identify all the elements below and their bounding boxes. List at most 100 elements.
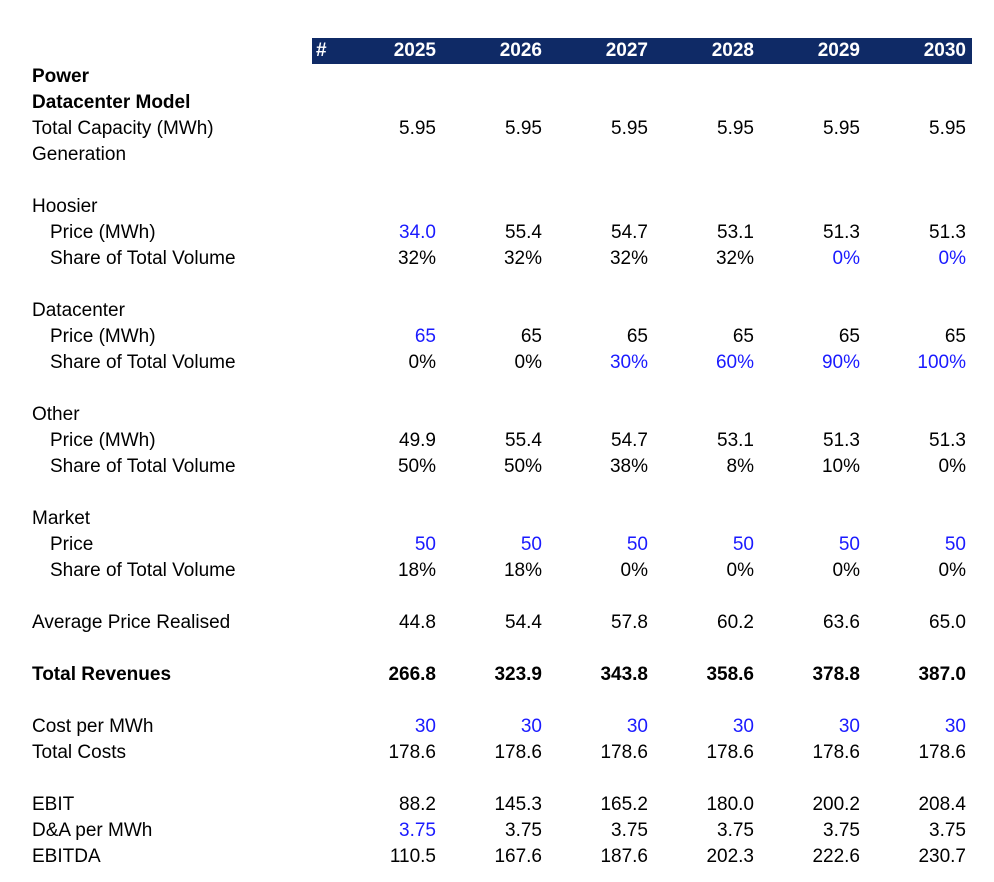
header-year-2026[interactable]: 2026 xyxy=(499,40,542,61)
hoosier-share-label[interactable]: Share of Total Volume xyxy=(50,248,236,269)
average-price-2025[interactable]: 44.8 xyxy=(399,612,436,633)
hoosier-price-2029[interactable]: 51.3 xyxy=(823,222,860,243)
other-price-2029[interactable]: 51.3 xyxy=(823,430,860,451)
da-per-mwh-2030[interactable]: 3.75 xyxy=(929,820,966,841)
cost-per-mwh-2030[interactable]: 30 xyxy=(944,716,966,737)
market-share-label[interactable]: Share of Total Volume xyxy=(50,560,236,581)
hoosier-price-2030[interactable]: 51.3 xyxy=(929,222,966,243)
datacenter-price-label[interactable]: Price (MWh) xyxy=(50,326,156,347)
section-power[interactable]: Power xyxy=(32,66,90,87)
other-share-label[interactable]: Share of Total Volume xyxy=(50,456,236,477)
header-year-2030[interactable]: 2030 xyxy=(923,40,966,61)
market-price-label[interactable]: Price xyxy=(50,534,94,555)
market-price-2027[interactable]: 50 xyxy=(626,534,648,555)
ebit-2029[interactable]: 200.2 xyxy=(812,794,860,815)
header-year-2027[interactable]: 2027 xyxy=(605,40,648,61)
hoosier-price-2027[interactable]: 54.7 xyxy=(611,222,648,243)
total-revenues-label[interactable]: Total Revenues xyxy=(32,664,172,685)
other-share-2026[interactable]: 50% xyxy=(503,456,542,477)
datacenter-price-2026[interactable]: 65 xyxy=(520,326,542,347)
header-hash[interactable]: # xyxy=(316,40,327,61)
market-price-2026[interactable]: 50 xyxy=(520,534,542,555)
total-capacity-2027[interactable]: 5.95 xyxy=(611,118,648,139)
other-title[interactable]: Other xyxy=(32,404,80,425)
hoosier-price-2025[interactable]: 34.0 xyxy=(399,222,436,243)
ebitda-2027[interactable]: 187.6 xyxy=(600,846,648,867)
datacenter-price-2030[interactable]: 65 xyxy=(944,326,966,347)
market-share-2027[interactable]: 0% xyxy=(620,560,648,581)
datacenter-price-2028[interactable]: 65 xyxy=(732,326,754,347)
average-price-2027[interactable]: 57.8 xyxy=(611,612,648,633)
hoosier-price-2026[interactable]: 55.4 xyxy=(505,222,542,243)
total-revenues-2030[interactable]: 387.0 xyxy=(918,664,966,685)
header-year-2029[interactable]: 2029 xyxy=(817,40,860,61)
header-year-2028[interactable]: 2028 xyxy=(711,40,754,61)
da-per-mwh-2026[interactable]: 3.75 xyxy=(505,820,542,841)
cost-per-mwh-2029[interactable]: 30 xyxy=(838,716,860,737)
market-share-2029[interactable]: 0% xyxy=(832,560,860,581)
average-price-2029[interactable]: 63.6 xyxy=(823,612,860,633)
total-costs-2027[interactable]: 178.6 xyxy=(600,742,648,763)
total-costs-2030[interactable]: 178.6 xyxy=(918,742,966,763)
market-price-2029[interactable]: 50 xyxy=(838,534,860,555)
other-price-2025[interactable]: 49.9 xyxy=(399,430,436,451)
total-revenues-2026[interactable]: 323.9 xyxy=(494,664,542,685)
generation-label[interactable]: Generation xyxy=(32,144,127,165)
total-capacity-2029[interactable]: 5.95 xyxy=(823,118,860,139)
market-price-2030[interactable]: 50 xyxy=(944,534,966,555)
total-capacity-2028[interactable]: 5.95 xyxy=(717,118,754,139)
ebit-2030[interactable]: 208.4 xyxy=(918,794,966,815)
other-share-2030[interactable]: 0% xyxy=(938,456,966,477)
total-costs-2028[interactable]: 178.6 xyxy=(706,742,754,763)
ebit-label[interactable]: EBIT xyxy=(32,794,75,815)
total-revenues-2029[interactable]: 378.8 xyxy=(812,664,860,685)
hoosier-share-2029[interactable]: 0% xyxy=(832,248,860,269)
datacenter-price-2029[interactable]: 65 xyxy=(838,326,860,347)
total-capacity-2030[interactable]: 5.95 xyxy=(929,118,966,139)
other-share-2025[interactable]: 50% xyxy=(397,456,436,477)
average-price-2026[interactable]: 54.4 xyxy=(505,612,542,633)
other-price-2027[interactable]: 54.7 xyxy=(611,430,648,451)
ebitda-2028[interactable]: 202.3 xyxy=(706,846,754,867)
ebitda-2025[interactable]: 110.5 xyxy=(389,846,436,867)
ebit-2026[interactable]: 145.3 xyxy=(494,794,542,815)
datacenter-price-2027[interactable]: 65 xyxy=(626,326,648,347)
da-per-mwh-2027[interactable]: 3.75 xyxy=(611,820,648,841)
hoosier-share-2026[interactable]: 32% xyxy=(503,248,542,269)
datacenter-title[interactable]: Datacenter xyxy=(32,300,125,321)
hoosier-share-2028[interactable]: 32% xyxy=(715,248,754,269)
datacenter-share-2028[interactable]: 60% xyxy=(715,352,754,373)
total-costs-2026[interactable]: 178.6 xyxy=(494,742,542,763)
hoosier-share-2025[interactable]: 32% xyxy=(397,248,436,269)
da-per-mwh-2025[interactable]: 3.75 xyxy=(399,820,436,841)
datacenter-share-2026[interactable]: 0% xyxy=(514,352,542,373)
market-share-2026[interactable]: 18% xyxy=(503,560,542,581)
other-share-2029[interactable]: 10% xyxy=(821,456,860,477)
market-price-2025[interactable]: 50 xyxy=(414,534,436,555)
market-title[interactable]: Market xyxy=(32,508,91,529)
ebit-2028[interactable]: 180.0 xyxy=(706,794,754,815)
market-share-2028[interactable]: 0% xyxy=(726,560,754,581)
other-price-2026[interactable]: 55.4 xyxy=(505,430,542,451)
average-price-2030[interactable]: 65.0 xyxy=(929,612,966,633)
datacenter-price-2025[interactable]: 65 xyxy=(414,326,436,347)
hoosier-price-label[interactable]: Price (MWh) xyxy=(50,222,156,243)
total-capacity-2025[interactable]: 5.95 xyxy=(399,118,436,139)
total-revenues-2025[interactable]: 266.8 xyxy=(388,664,436,685)
other-price-2028[interactable]: 53.1 xyxy=(717,430,754,451)
average-price-label[interactable]: Average Price Realised xyxy=(32,612,231,633)
market-share-2025[interactable]: 18% xyxy=(397,560,436,581)
datacenter-share-2025[interactable]: 0% xyxy=(408,352,436,373)
ebitda-2026[interactable]: 167.6 xyxy=(494,846,542,867)
total-costs-2025[interactable]: 178.6 xyxy=(388,742,436,763)
total-capacity-label[interactable]: Total Capacity (MWh) xyxy=(32,118,214,139)
ebit-2027[interactable]: 165.2 xyxy=(600,794,648,815)
total-costs-label[interactable]: Total Costs xyxy=(32,742,126,763)
ebitda-label[interactable]: EBITDA xyxy=(32,846,101,867)
ebitda-2029[interactable]: 222.6 xyxy=(812,846,860,867)
cost-per-mwh-2028[interactable]: 30 xyxy=(732,716,754,737)
other-share-2027[interactable]: 38% xyxy=(609,456,648,477)
datacenter-share-label[interactable]: Share of Total Volume xyxy=(50,352,236,373)
hoosier-share-2030[interactable]: 0% xyxy=(938,248,966,269)
total-revenues-2028[interactable]: 358.6 xyxy=(706,664,754,685)
